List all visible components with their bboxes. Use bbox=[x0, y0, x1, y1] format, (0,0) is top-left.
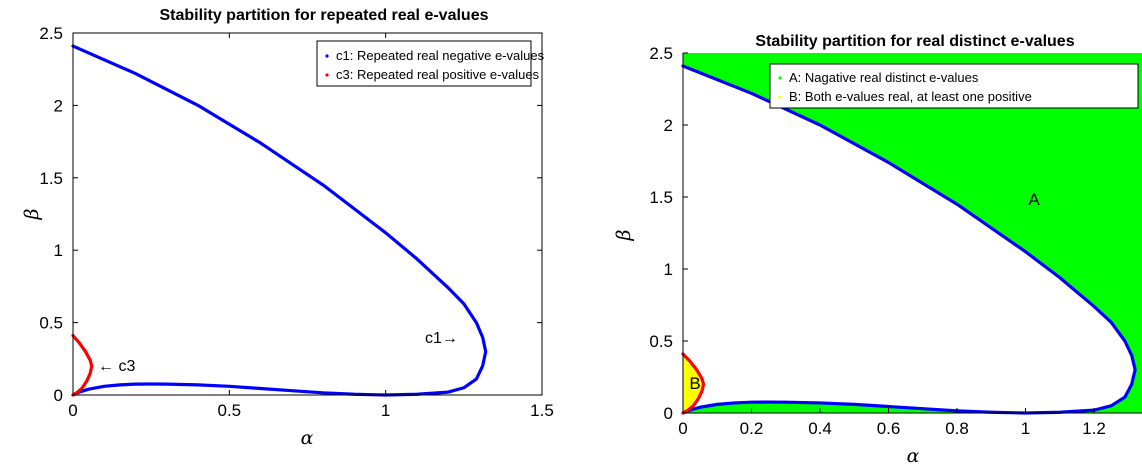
legend-label-B: B: Both e-values real, at least one posi… bbox=[789, 89, 1032, 104]
legend-label-A: A: Nagative real distinct e-values bbox=[789, 70, 979, 85]
y-tick-label: 0.5 bbox=[649, 332, 673, 351]
legend-marker-c1 bbox=[325, 54, 329, 58]
legend-label-c3: c3: Repeated real positive e-values bbox=[336, 67, 540, 82]
x-tick-label: 0 bbox=[678, 419, 687, 438]
chart-real-distinct-evalues: Stability partition for real distinct e-… bbox=[613, 33, 1142, 466]
x-axis-label: α bbox=[301, 427, 314, 449]
y-tick-label: 0.5 bbox=[39, 314, 63, 333]
annotation-c3: ← c3 bbox=[98, 358, 135, 375]
x-tick-label: 0 bbox=[68, 401, 77, 420]
y-tick-label: 1 bbox=[664, 260, 673, 279]
region-A-fill bbox=[683, 53, 1142, 413]
y-tick-label: 1.5 bbox=[649, 188, 673, 207]
x-tick-label: 1.5 bbox=[530, 401, 554, 420]
legend-label-c1: c1: Repeated real negative e-values bbox=[336, 48, 545, 63]
x-tick-label: 0.4 bbox=[808, 419, 832, 438]
series-line-1 bbox=[681, 352, 706, 415]
x-tick-label: 1.2 bbox=[1082, 419, 1106, 438]
y-axis-label: β bbox=[613, 229, 635, 241]
plot-area bbox=[73, 33, 542, 395]
legend-box bbox=[769, 63, 1139, 109]
chart-title: Stability partition for repeated real e-… bbox=[160, 7, 489, 24]
y-tick-label: 0 bbox=[664, 404, 673, 423]
y-tick-label: 1.5 bbox=[39, 169, 63, 188]
y-tick-label: 2 bbox=[54, 96, 63, 115]
x-tick-label: 0.2 bbox=[740, 419, 764, 438]
axes-box bbox=[72, 32, 543, 396]
x-tick-label: 0.5 bbox=[218, 401, 242, 420]
y-tick-label: 2.5 bbox=[39, 24, 63, 43]
tick-layer: 0 0.5 1 1.5 0 0.5 1 1.5 2 2.5 bbox=[39, 24, 553, 420]
x-tick-label: 1 bbox=[1021, 419, 1030, 438]
y-axis-label: β bbox=[21, 208, 43, 220]
series-line-0 bbox=[681, 64, 1137, 415]
y-tick-label: 2 bbox=[664, 116, 673, 135]
x-axis-label: α bbox=[907, 445, 920, 466]
series-line-1 bbox=[71, 334, 94, 397]
chart-repeated-real-evalues: Stability partition for repeated real e-… bbox=[21, 7, 554, 449]
y-tick-label: 2.5 bbox=[649, 44, 673, 63]
legend: c1: Repeated real negative e-values c3: … bbox=[316, 40, 545, 87]
chart-title: Stability partition for real distinct e-… bbox=[755, 33, 1074, 50]
region-label-A: A bbox=[1028, 190, 1040, 209]
y-tick-label: 0 bbox=[54, 386, 63, 405]
annotation-c1: c1→ bbox=[425, 330, 458, 347]
legend-marker-B bbox=[778, 95, 782, 99]
x-tick-label: 1 bbox=[381, 401, 390, 420]
x-tick-label: 0.6 bbox=[877, 419, 901, 438]
region-label-B: B bbox=[689, 374, 700, 393]
x-tick-label: 0.8 bbox=[945, 419, 969, 438]
y-tick-label: 1 bbox=[54, 241, 63, 260]
legend-marker-c3 bbox=[325, 73, 329, 77]
series-layer bbox=[681, 64, 1137, 415]
legend-marker-A bbox=[778, 76, 782, 80]
legend: A: Nagative real distinct e-values B: Bo… bbox=[769, 63, 1139, 109]
series-layer bbox=[71, 44, 488, 397]
tick-layer: 0 0.2 0.4 0.6 0.8 1 1.2 0 0.5 1 1.5 2 2.5 bbox=[649, 44, 1106, 438]
legend-box bbox=[316, 40, 532, 87]
series-line-0 bbox=[71, 44, 488, 397]
